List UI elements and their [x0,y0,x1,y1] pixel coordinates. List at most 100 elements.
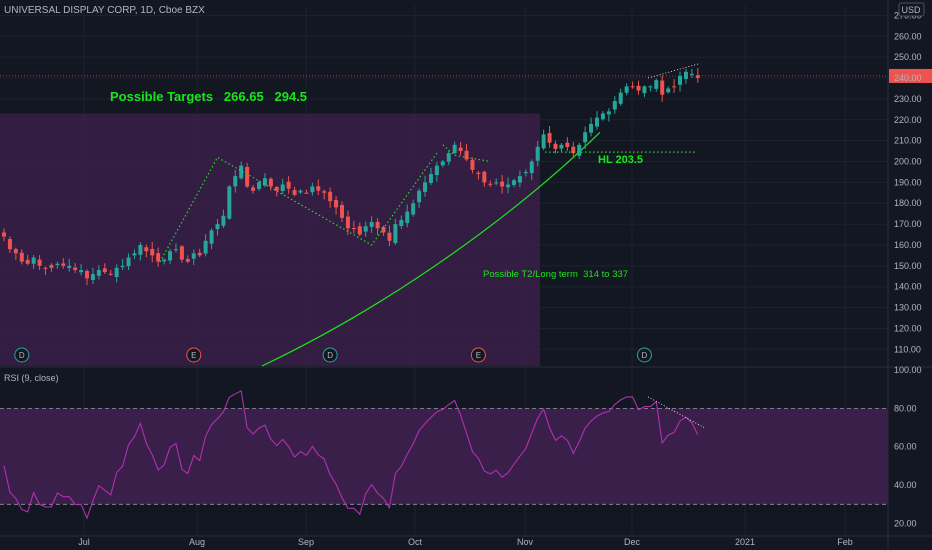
candle-body [85,270,90,279]
candle-body [61,263,66,266]
candle-body [197,252,202,256]
rsi-panel: 20.00 40.00 60.00 80.00 100.00 [0,365,922,528]
candle-body [96,270,101,276]
candle-body [55,263,60,266]
price-tick-label: 140.00 [894,282,922,292]
candle-body [114,267,119,278]
long-term-curve-path [261,131,601,367]
long-term-annotation: Possible T2/Long term 314 to 337 [483,269,628,280]
higher-low-annotation: HL 203.5 [598,154,643,166]
candle-body [19,252,24,262]
time-tick-label: Sep [298,537,314,547]
candle-body [482,171,487,183]
candle-body [440,161,445,166]
time-tick-label: Feb [837,537,853,547]
candle-body [286,181,291,189]
price-tick-label: 120.00 [894,323,922,333]
candle-body [458,147,463,152]
candle-body [280,184,285,192]
candle-body [191,253,196,259]
candle-body [162,259,167,262]
price-tick-label: 240.00 [894,73,922,83]
candle-body [553,143,558,149]
candle-body [565,142,570,147]
rsi-tick-label: 80.00 [894,403,917,413]
candle-body [600,113,605,120]
candle-body [221,215,226,226]
candle-body [363,226,368,232]
candle-body [334,200,339,208]
price-tick-label: 190.00 [894,177,922,187]
candle-body [523,171,528,174]
candle-body [37,259,42,266]
candle-body [328,191,333,202]
symbol-title: UNIVERSAL DISPLAY CORP, 1D, Cboe BZX [4,5,205,16]
candle-body [666,88,671,93]
candle-body [256,182,261,189]
candle-body [500,181,505,187]
candle-body [672,86,677,88]
candle-body [173,249,178,251]
candle-body [654,80,659,89]
candle-body [43,267,48,269]
targets-annotation: Possible Targets 266.65 294.5 [110,89,307,104]
candle-body [245,167,250,187]
candle-body [31,257,36,264]
candle-body [375,222,380,229]
price-tick-label: 260.00 [894,31,922,41]
candle-body [689,73,694,75]
candle-body [660,80,665,95]
candle-body [7,239,12,250]
candle-body [262,178,267,186]
candle-body [428,174,433,184]
dividend-marker-label: D [19,351,25,360]
candle-body [387,232,392,241]
rsi-line [3,390,699,520]
candle-body [126,257,131,267]
candle-body [340,204,345,218]
candle-body [399,219,404,226]
target-zone-rect [0,113,540,366]
currency-label[interactable]: USD [901,5,921,15]
time-tick-label: Aug [189,537,205,547]
candle-body [120,265,125,268]
candle-body [13,249,18,254]
candle-body [351,227,356,229]
candle-body [251,187,256,191]
candle-body [423,182,428,192]
candle-body [73,267,78,271]
candle-body [678,75,683,85]
candle-body [144,247,149,252]
candle-body [227,186,232,219]
candle-body [541,134,546,149]
candle-body [695,75,700,79]
candle-body [488,183,493,185]
candle-body [648,86,653,88]
dividend-marker-label: D [327,351,333,360]
candle-body [292,190,297,195]
earnings-marker-label: E [476,351,481,360]
dividend-marker [322,347,338,363]
candle-body [316,186,321,191]
candle-body [298,190,303,193]
candle-body [606,111,611,115]
candle-body [322,191,327,193]
candle-body [517,176,522,183]
candle-body [369,222,374,227]
trend-dotted-line [442,144,491,163]
price-tick-label: 250.00 [894,52,922,62]
candle-body [215,224,220,230]
divergence-line-price [647,63,701,79]
candle-body [233,176,238,187]
earnings-marker [470,347,486,363]
candle-body [494,182,499,184]
long-term-curve [261,131,601,367]
candle-body [535,146,540,161]
candle-body [90,274,95,280]
rsi-band-fill [0,408,888,505]
candle-body [108,273,113,275]
time-tick-label: Jul [78,537,90,547]
candle-body [571,146,576,154]
price-tick-label: 220.00 [894,115,922,125]
